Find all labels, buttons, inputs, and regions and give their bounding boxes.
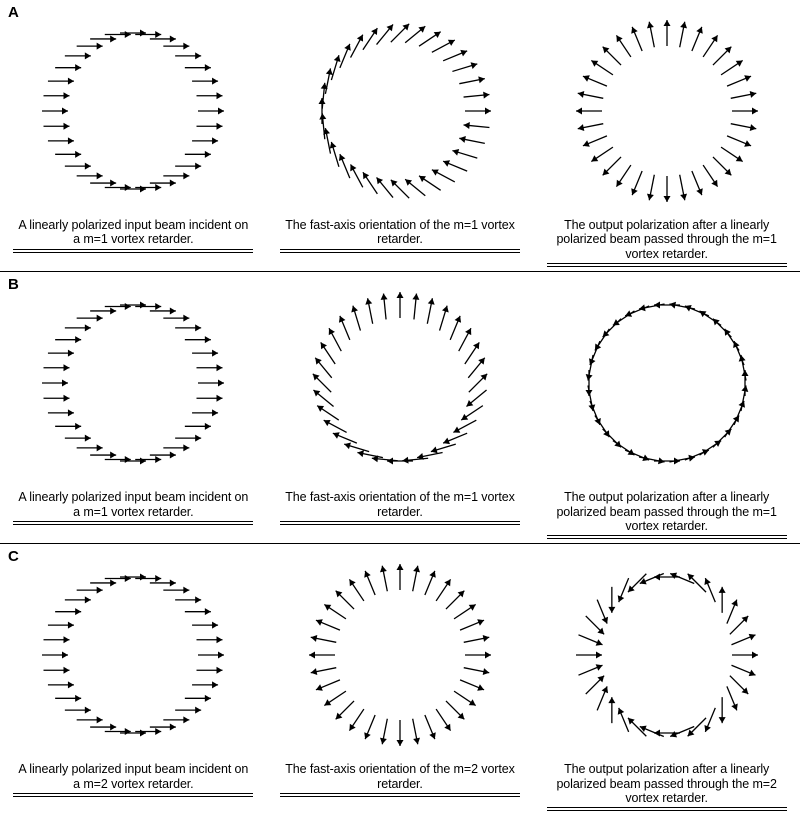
diagram-panel: A linearly polarized input beam incident…: [8, 550, 258, 797]
vortex-retarder-figure: A A linearly polarized input beam inciden…: [0, 0, 800, 815]
panel-caption: The fast-axis orientation of the m=2 vor…: [280, 762, 520, 797]
diagram-panel: The fast-axis orientation of the m=2 vor…: [275, 550, 525, 797]
panels-container: A linearly polarized input beam incident…: [0, 550, 800, 811]
diagram-panel: The output polarization after a linearly…: [542, 550, 792, 811]
panels-container: A linearly polarized input beam incident…: [0, 6, 800, 267]
diagram-panel: A linearly polarized input beam incident…: [8, 6, 258, 253]
row-label: A: [8, 4, 19, 21]
panel-caption: The output polarization after a linearly…: [547, 218, 787, 267]
panel-caption: The fast-axis orientation of the m=1 vor…: [280, 490, 520, 525]
panel-caption: The fast-axis orientation of the m=1 vor…: [280, 218, 520, 253]
panels-container: A linearly polarized input beam incident…: [0, 278, 800, 539]
panel-caption: A linearly polarized input beam incident…: [13, 490, 253, 525]
diagram-panel: The fast-axis orientation of the m=1 vor…: [275, 6, 525, 253]
diagram-panel: A linearly polarized input beam incident…: [8, 278, 258, 525]
row-label: B: [8, 276, 19, 293]
diagram-panel: The output polarization after a linearly…: [542, 6, 792, 267]
panel-caption: A linearly polarized input beam incident…: [13, 762, 253, 797]
diagram-row-c: C A linearly polarized input beam inciden…: [0, 544, 800, 815]
panel-caption: A linearly polarized input beam incident…: [13, 218, 253, 253]
diagram-row-b: B A linearly polarized input beam inciden…: [0, 272, 800, 544]
diagram-panel: The fast-axis orientation of the m=1 vor…: [275, 278, 525, 525]
diagram-row-a: A A linearly polarized input beam inciden…: [0, 0, 800, 272]
diagram-panel: The output polarization after a linearly…: [542, 278, 792, 539]
panel-caption: The output polarization after a linearly…: [547, 762, 787, 811]
row-label: C: [8, 548, 19, 565]
panel-caption: The output polarization after a linearly…: [547, 490, 787, 539]
